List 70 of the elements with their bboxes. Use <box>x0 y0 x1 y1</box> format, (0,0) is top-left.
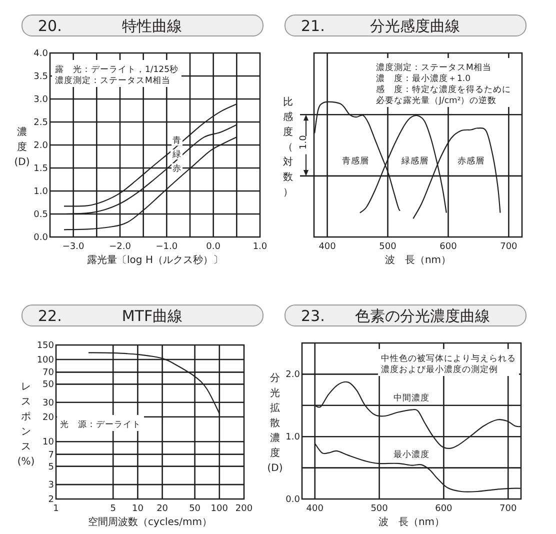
x-tick-label: 400 <box>306 504 324 514</box>
series-label: 緑感層 <box>400 155 428 166</box>
y-tick-label: 50 <box>42 380 54 390</box>
y-tick-label: 0.0 <box>286 495 300 505</box>
x-tick-label: 700 <box>500 242 518 252</box>
y-tick-label: 2.0 <box>34 141 48 151</box>
x-tick-label: 20 <box>156 504 168 514</box>
y-tick-label: 3 <box>48 480 54 491</box>
y-tick-label: 1.0 <box>286 432 300 443</box>
x-tick-label: 10 <box>132 504 144 514</box>
y-tick-label: 1.0 <box>34 187 48 197</box>
x-tick-label: 1.0 <box>252 242 268 252</box>
y-tick-label: 0.5 <box>34 210 48 220</box>
series-label: 青 <box>172 135 182 146</box>
y-axis-title: レスポンス(%) <box>17 382 35 468</box>
chart-title: 23. 色素の分光濃度曲線 <box>301 307 490 325</box>
y-tick-label: 100 <box>36 355 54 366</box>
x-tick-label: 600 <box>435 504 453 514</box>
x-tick-label: 700 <box>500 504 517 514</box>
y-tick-label: 4.0 <box>34 49 48 59</box>
y-tick-label: 0.0 <box>34 233 48 243</box>
x-tick-label: 0.0 <box>206 242 221 252</box>
y-tick-label: 150 <box>36 341 54 351</box>
annotation: 中性色の被写体により与えられる濃度および最小濃度の測定例 <box>381 353 516 375</box>
annotation: 露 光：デーライト，1/125秒 <box>55 64 178 75</box>
x-tick-label: −2.0 <box>109 242 132 252</box>
x-tick-label: 1 <box>53 504 59 514</box>
y-axis-title: 濃度(D) <box>14 126 30 168</box>
y-axis-title: 分光拡散濃度(D) <box>267 372 283 474</box>
annotation: 光 源：デーライト <box>60 419 141 430</box>
text: 濃度測定：ステータスM相当 <box>376 62 492 73</box>
y-tick-label: 2.0 <box>286 370 300 380</box>
x-tick-label: 5 <box>110 504 116 514</box>
chart-title: 20. 特性曲線 <box>38 17 182 35</box>
x-axis-title: 波 長（nm） <box>378 516 445 528</box>
x-axis-title: 露光量〔log H（ルクス秒）〕 <box>87 254 223 266</box>
x-tick-label: −3.0 <box>62 242 85 252</box>
series-label: 赤感層 <box>458 155 485 166</box>
x-tick-label: 100 <box>210 504 228 514</box>
x-tick-label: 400 <box>318 242 336 252</box>
x-axis-title: 波 長（nm） <box>384 254 452 266</box>
annotation: 濃度測定：ステータスM相当 <box>55 75 170 86</box>
y-tick-label: 5 <box>48 462 54 472</box>
x-axis-title: 空間周波数（cycles/mm） <box>88 516 212 528</box>
series-label: 最小濃度 <box>394 448 430 460</box>
chart-title: 22. MTF曲線 <box>38 307 183 325</box>
y-tick-label: 2 <box>48 495 54 505</box>
y-tick-label: 70 <box>42 368 54 378</box>
y-tick-label: 7 <box>48 450 54 460</box>
chart-title: 21. 分光感度曲線 <box>301 17 460 35</box>
x-tick-label: −1.0 <box>156 242 178 252</box>
y-tick-label: 2.5 <box>34 118 48 128</box>
x-tick-label: 600 <box>440 242 458 252</box>
y-tick-label: 1.5 <box>34 164 48 174</box>
y-tick-label: 3.5 <box>34 72 48 82</box>
y-tick-label: 30 <box>42 398 54 408</box>
text: 濃 度：最小濃度＋1.0 <box>376 73 471 84</box>
x-tick-label: 500 <box>370 504 388 514</box>
series-label: 赤 <box>172 162 182 174</box>
y-tick-label: 10 <box>42 438 54 448</box>
y-tick-label: 20 <box>42 412 54 423</box>
y-axis-title: 比感度（対数） <box>283 96 293 198</box>
x-tick-label: 500 <box>379 242 397 252</box>
series-label: 中間濃度 <box>394 392 430 404</box>
x-tick-label: 50 <box>189 504 201 514</box>
x-tick-label: 200 <box>235 504 253 514</box>
y-tick-label: 3.0 <box>34 95 48 105</box>
annotation: 感 度：特定な濃度を得るために必要な露光量（J/cm²）の逆数 <box>376 84 511 106</box>
series-label: 青感層 <box>342 155 370 166</box>
series-label: 緑 <box>172 148 182 160</box>
